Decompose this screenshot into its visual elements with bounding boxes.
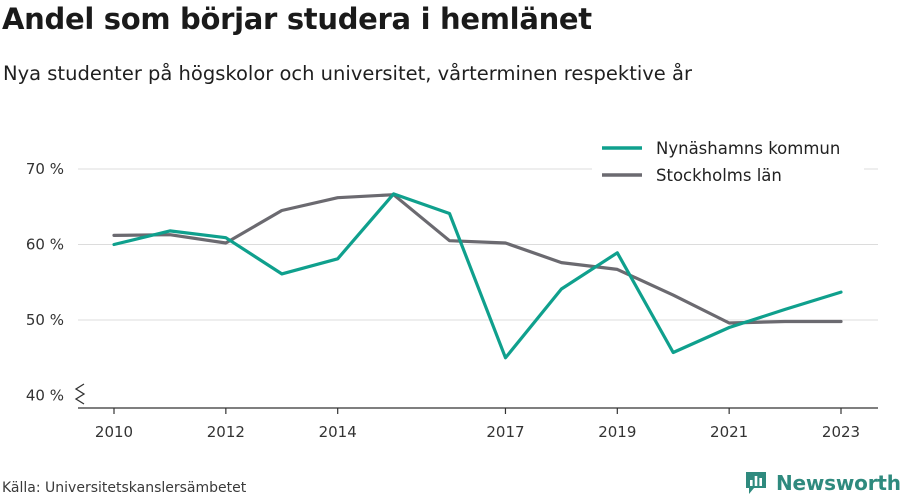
gridlines	[78, 168, 878, 321]
y-tick-label: 40 %	[26, 387, 64, 405]
x-tick-label: 2012	[207, 423, 245, 441]
series-line	[112, 193, 843, 325]
series-lines	[112, 192, 843, 360]
source-note: Källa: Universitetskanslersämbetet	[2, 480, 247, 496]
line-chart: 40 % 50 % 60 % 70 % 2010 2012 2014 2017 2019 2021…	[25, 132, 878, 441]
y-tick-label: 60 %	[26, 236, 64, 254]
x-tick-label: 2019	[598, 423, 636, 441]
brand-name: Newsworthy	[776, 471, 900, 495]
legend-label: Stockholms län	[656, 166, 782, 185]
series-line	[112, 192, 843, 360]
axes: 40 % 50 % 60 % 70 % 2010 2012 2014 2017 2019 2021…	[26, 160, 878, 441]
y-tick-label: 70 %	[26, 160, 64, 178]
x-tick-label: 2023	[822, 423, 860, 441]
x-tick-label: 2010	[95, 423, 133, 441]
legend-box	[592, 132, 864, 188]
chart-title: Andel som börjar studera i hemlänet	[2, 2, 592, 36]
x-tick-label: 2014	[319, 423, 357, 441]
y-tick-label: 50 %	[26, 311, 64, 329]
x-tick-label: 2021	[710, 423, 748, 441]
x-tick-label: 2017	[486, 423, 524, 441]
chart-subtitle: Nya studenter på högskolor och universit…	[3, 62, 692, 85]
axis-break-icon	[74, 383, 86, 405]
legend-label: Nynäshamns kommun	[656, 139, 840, 158]
bar-chart-icon	[746, 472, 766, 494]
legend: Nynäshamns kommun Stockholms län	[592, 132, 864, 188]
brand-logo: Newsworthy	[744, 467, 900, 499]
